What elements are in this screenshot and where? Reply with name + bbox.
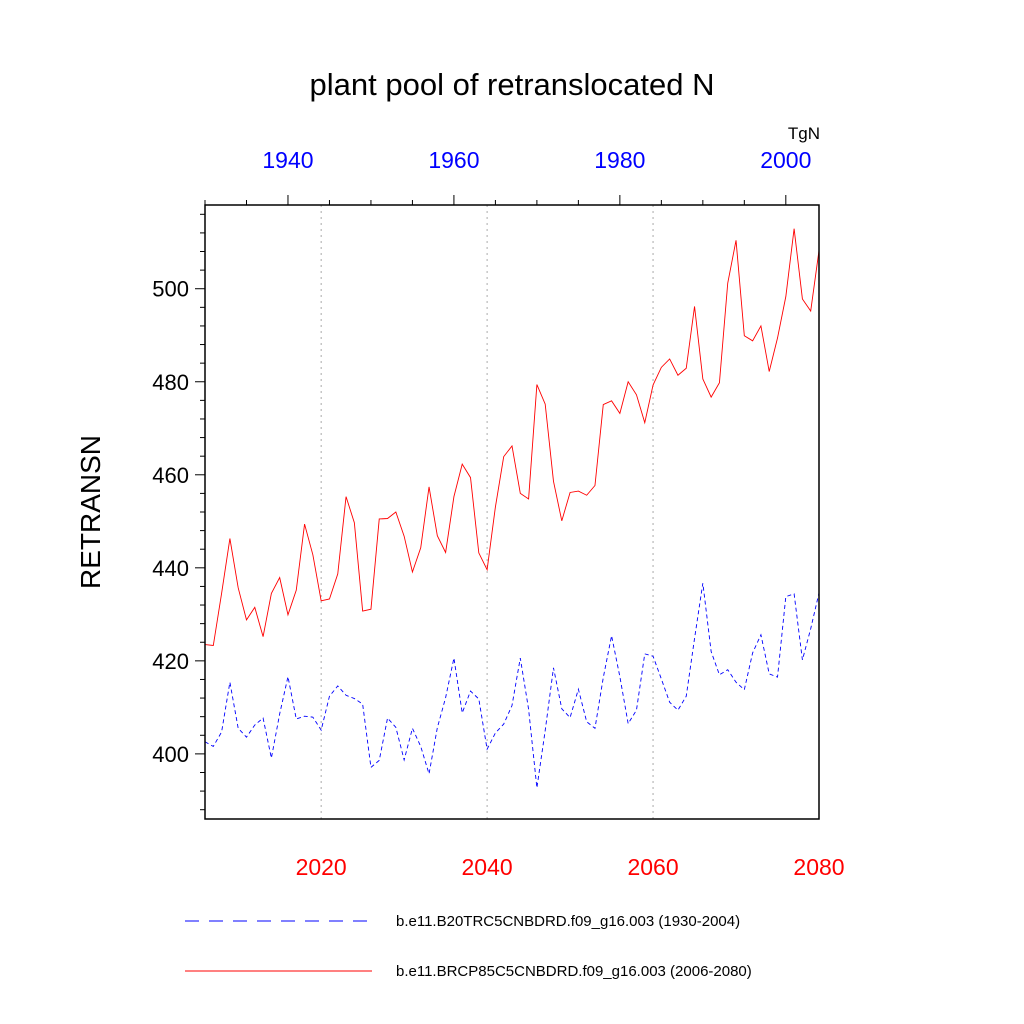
- series-line: [204, 583, 820, 788]
- chart-title: plant pool of retranslocated N: [310, 67, 715, 102]
- x-top-tick-label: 2000: [760, 147, 811, 173]
- y-tick-label: 480: [152, 370, 189, 395]
- y-tick-label: 440: [152, 556, 189, 581]
- x-top-tick-label: 1960: [428, 147, 479, 173]
- grid-lines: [320, 205, 654, 819]
- y-tick-label: 460: [152, 463, 189, 488]
- x-top-tick-label: 1980: [594, 147, 645, 173]
- x-bottom-tick-label: 2040: [462, 854, 513, 880]
- axis-ticks: [195, 195, 787, 811]
- legend: b.e11.B20TRC5CNBDRD.f09_g16.003 (1930-20…: [185, 913, 752, 980]
- legend-label: b.e11.BRCP85C5CNBDRD.f09_g16.003 (2006-2…: [396, 963, 752, 980]
- units-label: TgN: [788, 124, 820, 143]
- y-tick-label: 420: [152, 649, 189, 674]
- legend-label: b.e11.B20TRC5CNBDRD.f09_g16.003 (1930-20…: [396, 913, 740, 930]
- x-bottom-tick-label: 2080: [793, 854, 844, 880]
- x-bottom-tick-label: 2060: [627, 854, 678, 880]
- y-axis-label: RETRANSN: [75, 435, 106, 589]
- series-line: [204, 228, 820, 646]
- series-group: [204, 228, 820, 788]
- x-bottom-tick-label: 2020: [296, 854, 347, 880]
- y-tick-label: 400: [152, 742, 189, 767]
- x-top-tick-label: 1940: [262, 147, 313, 173]
- tick-labels: 400 420 440 460 480 500 2020 2040 2060 2080 1940 19…: [152, 147, 844, 880]
- y-tick-label: 500: [152, 277, 189, 302]
